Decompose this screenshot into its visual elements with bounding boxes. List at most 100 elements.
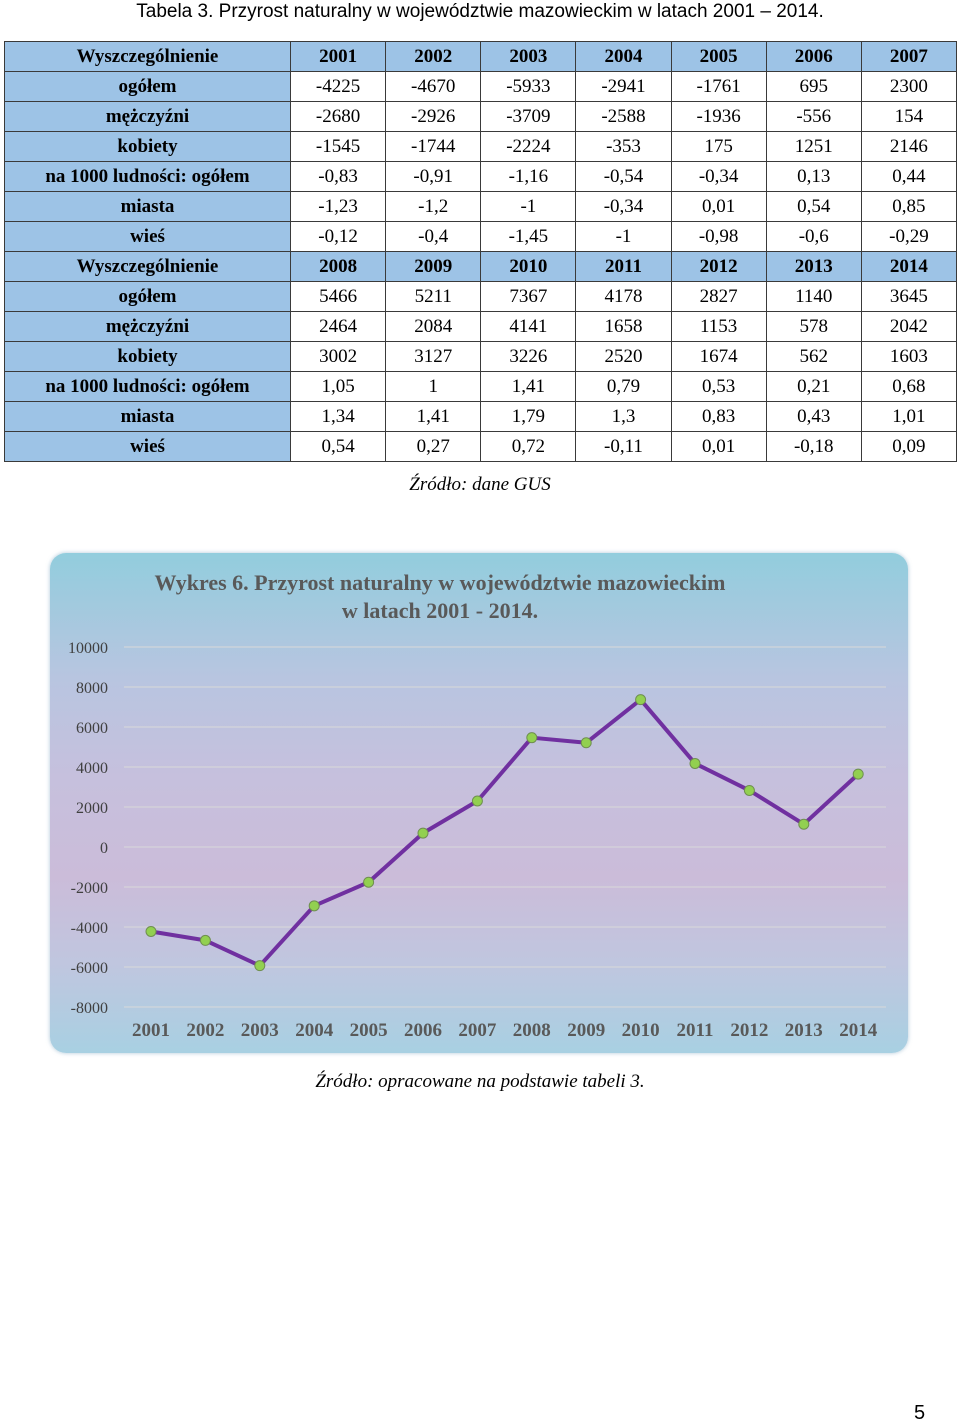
- table-cell: 0,68: [860, 371, 958, 402]
- table-cell: 2827: [670, 281, 767, 312]
- y-tick-label: -6000: [71, 960, 108, 977]
- table-cell: 562: [765, 341, 862, 372]
- table-cell: 2010: [480, 251, 577, 282]
- data-point: [471, 795, 483, 807]
- x-tick-label: 2014: [839, 1020, 878, 1041]
- row-label-cell: miasta: [4, 401, 291, 432]
- table-cell: -1,23: [289, 191, 387, 222]
- table-cell: -2224: [480, 131, 577, 162]
- table-cell: 2042: [860, 311, 958, 342]
- table-cell: 2520: [575, 341, 672, 372]
- table-cell: 1603: [860, 341, 958, 372]
- table-cell: 3127: [385, 341, 482, 372]
- table-cell: 0,53: [670, 371, 767, 402]
- row-label-cell: Wyszczególnienie: [4, 251, 291, 282]
- table-cell: 2001: [289, 41, 387, 72]
- table-caption: Tabela 3. Przyrost naturalny w województ…: [136, 1, 824, 22]
- table-cell: 3226: [480, 341, 577, 372]
- table-row: wieś -0,12 -0,4 -1,45 -1 -0,98 -0,6 -0,29: [4, 221, 958, 252]
- table-header-row: Wyszczególnienie 2008 2009 2010 2011 2012 2013…: [4, 251, 958, 282]
- table-cell: -0,6: [765, 221, 862, 252]
- row-label-cell: Wyszczególnienie: [4, 41, 291, 72]
- table-cell: 0,01: [670, 191, 767, 222]
- table-cell: 0,13: [765, 161, 862, 192]
- table-cell: 1,79: [480, 401, 577, 432]
- table-cell: 1658: [575, 311, 672, 342]
- row-label-cell: wieś: [4, 221, 291, 252]
- y-tick-label: 4000: [76, 760, 108, 777]
- series-line: [150, 697, 860, 968]
- table-cell: 4178: [575, 281, 672, 312]
- row-label-cell: wieś: [4, 431, 291, 462]
- row-label-cell: ogółem: [4, 71, 291, 102]
- x-tick-label: 2011: [677, 1020, 714, 1041]
- x-tick-label: 2012: [730, 1020, 768, 1041]
- row-label-cell: mężczyźni: [4, 311, 291, 342]
- table-cell: 2012: [670, 251, 767, 282]
- data-table: Wyszczególnienie 2001 2002 2003 2004 2005 2006…: [4, 41, 958, 462]
- row-label-cell: na 1000 ludności: ogółem: [4, 161, 291, 192]
- table-cell: 3645: [860, 281, 958, 312]
- table-cell: 0,54: [765, 191, 862, 222]
- table-cell: -4670: [385, 71, 482, 102]
- table-cell: -353: [575, 131, 672, 162]
- table-cell: -2680: [289, 101, 387, 132]
- table-cell: -3709: [480, 101, 577, 132]
- table-cell: 0,44: [860, 161, 958, 192]
- table-cell: 2003: [480, 41, 577, 72]
- table-cell: -0,34: [575, 191, 672, 222]
- table-cell: 2300: [860, 71, 958, 102]
- x-tick-label: 2004: [295, 1020, 334, 1041]
- table-cell: 1140: [765, 281, 862, 312]
- table-cell: -0,91: [385, 161, 482, 192]
- table-cell: -1,16: [480, 161, 577, 192]
- chart-source: Źródło: opracowane na podstawie tabeli 3…: [315, 1071, 645, 1092]
- table-cell: -1744: [385, 131, 482, 162]
- table-cell: -0,29: [860, 221, 958, 252]
- table-cell: 695: [765, 71, 862, 102]
- table-cell: 5211: [385, 281, 482, 312]
- table-cell: 2007: [860, 41, 958, 72]
- x-tick-label: 2013: [785, 1020, 823, 1041]
- data-point: [308, 900, 320, 912]
- table-cell: 0,09: [860, 431, 958, 462]
- table-cell: -0,83: [289, 161, 387, 192]
- table-cell: -0,54: [575, 161, 672, 192]
- x-tick-label: 2005: [350, 1020, 388, 1041]
- y-tick-label: 10000: [68, 640, 108, 657]
- table-cell: -1: [575, 221, 672, 252]
- row-label-cell: ogółem: [4, 281, 291, 312]
- table-cell: 0,27: [385, 431, 482, 462]
- table-cell: 578: [765, 311, 862, 342]
- data-point: [852, 768, 864, 780]
- table-row: ogółem 5466 5211 7367 4178 2827 1140 3645: [4, 281, 958, 312]
- table-cell: -0,34: [670, 161, 767, 192]
- data-point: [417, 827, 429, 839]
- table-cell: -1,45: [480, 221, 577, 252]
- table-cell: 154: [860, 101, 958, 132]
- x-tick-label: 2006: [404, 1020, 442, 1041]
- page-number: 5: [914, 1402, 926, 1424]
- chart-title-line2: w latach 2001 - 2014.: [341, 598, 539, 623]
- table-cell: 3002: [289, 341, 387, 372]
- table-row: kobiety 3002 3127 3226 2520 1674 562 1603: [4, 341, 958, 372]
- table-cell: 2004: [575, 41, 672, 72]
- data-point: [363, 876, 375, 888]
- table-cell: 2013: [765, 251, 862, 282]
- table-row: miasta 1,34 1,41 1,79 1,3 0,83 0,43 1,01: [4, 401, 958, 432]
- table-cell: -2941: [575, 71, 672, 102]
- data-point: [145, 926, 157, 937]
- data-point: [254, 960, 266, 972]
- table-cell: 175: [670, 131, 767, 162]
- row-label-cell: kobiety: [4, 131, 291, 162]
- table-cell: -5933: [480, 71, 577, 102]
- table-row: miasta -1,23 -1,2 -1 -0,34 0,01 0,54 0,85: [4, 191, 958, 222]
- table-cell: 0,21: [765, 371, 862, 402]
- y-tick-label: 6000: [76, 720, 108, 737]
- table-row: na 1000 ludności: ogółem -0,83 -0,91 -1,16-…: [4, 161, 958, 192]
- table-cell: 1674: [670, 341, 767, 372]
- y-tick-label: -4000: [71, 920, 108, 937]
- row-label-cell: mężczyźni: [4, 101, 291, 132]
- table-cell: 0,79: [575, 371, 672, 402]
- table-cell: 2005: [670, 41, 767, 72]
